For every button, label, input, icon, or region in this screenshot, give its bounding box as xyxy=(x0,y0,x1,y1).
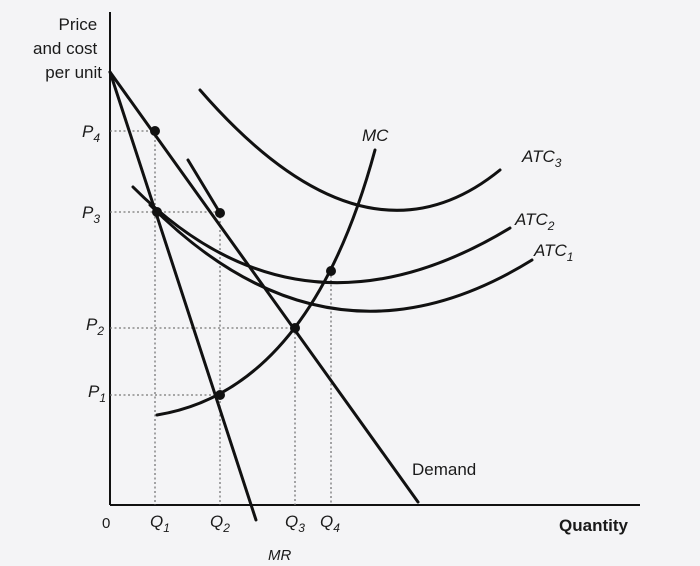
label-p4: P4 xyxy=(82,122,100,145)
label-p1: P1 xyxy=(88,382,106,405)
label-q1: Q1 xyxy=(150,512,170,535)
label-atc1: ATC1 xyxy=(533,241,573,264)
x-axis-title: Quantity xyxy=(559,516,628,535)
label-mc: MC xyxy=(362,126,389,145)
label-p2: P2 xyxy=(86,315,104,338)
atc1-curve xyxy=(148,203,534,313)
demand-curve xyxy=(108,70,420,504)
label-mr: MR xyxy=(268,547,291,561)
atc2-curve xyxy=(131,185,512,285)
y-axis-title-line-2: and cost xyxy=(33,39,98,58)
label-q3: Q3 xyxy=(285,512,305,535)
origin-label: 0 xyxy=(102,515,110,532)
intersection-points xyxy=(150,126,336,400)
label-q4: Q4 xyxy=(320,512,340,535)
point-p3-q1 xyxy=(152,207,162,217)
point-p2-q3 xyxy=(290,323,300,333)
point-atc2-q4 xyxy=(326,266,336,276)
mc-curve xyxy=(155,148,377,417)
point-p4-q1 xyxy=(150,126,160,136)
label-p3: P3 xyxy=(82,203,100,226)
y-axis-title: Price and cost per unit xyxy=(33,15,102,82)
point-p3-q2 xyxy=(215,208,225,218)
label-q2: Q2 xyxy=(210,512,230,535)
guide-lines xyxy=(110,130,332,505)
demand-segment-upper xyxy=(186,158,222,215)
point-p1-q2 xyxy=(215,390,225,400)
y-axis-title-line-1: Price xyxy=(59,15,98,34)
label-atc3: ATC3 xyxy=(521,147,562,170)
mr-curve xyxy=(108,70,258,522)
label-demand: Demand xyxy=(412,460,476,479)
atc3-curve xyxy=(198,88,502,212)
y-axis-title-line-3: per unit xyxy=(45,63,102,82)
label-atc2: ATC2 xyxy=(514,210,555,233)
